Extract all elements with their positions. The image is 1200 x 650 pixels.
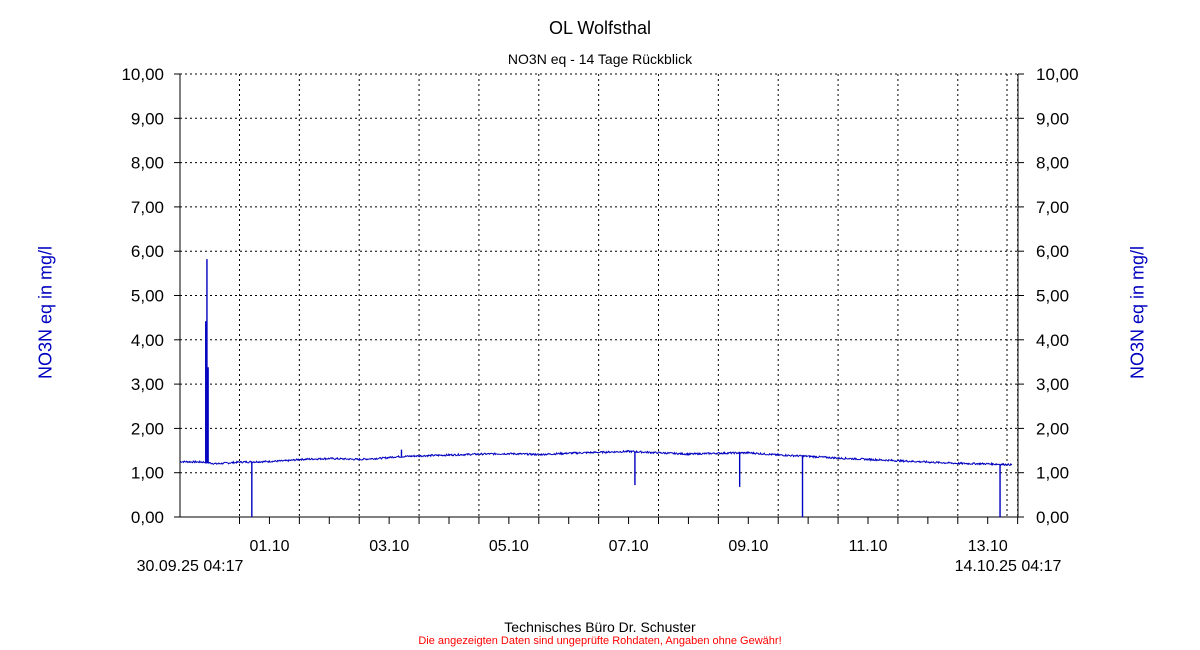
y-tick-label-right: 4,00 [1036, 331, 1069, 350]
x-tick-label: 11.10 [849, 538, 888, 555]
y-tick-label-left: 10,00 [121, 65, 164, 84]
y-tick-label-right: 2,00 [1036, 419, 1069, 438]
y-tick-label-left: 5,00 [131, 287, 164, 306]
x-start-label: 30.09.25 04:17 [137, 558, 244, 575]
footer-company: Technisches Büro Dr. Schuster [504, 619, 696, 635]
y-tick-label-left: 4,00 [131, 331, 164, 350]
y-tick-label-left: 2,00 [131, 419, 164, 438]
x-tick-label: 09.10 [728, 538, 768, 555]
footer-disclaimer: Die angezeigten Daten sind ungeprüfte Ro… [418, 635, 782, 647]
y-tick-label-left: 9,00 [131, 109, 164, 128]
x-end-label: 14.10.25 04:17 [955, 558, 1062, 575]
y-tick-label-right: 7,00 [1036, 198, 1069, 217]
x-tick-label: 03.10 [369, 538, 409, 555]
y-tick-label-right: 1,00 [1036, 464, 1069, 483]
y-tick-label-right: 9,00 [1036, 109, 1069, 128]
y-tick-label-left: 7,00 [131, 198, 164, 217]
y-tick-label-right: 0,00 [1036, 508, 1069, 527]
chart-title: OL Wolfsthal [548, 18, 652, 38]
y-tick-label-left: 0,00 [131, 508, 164, 527]
chart-subtitle: NO3N eq - 14 Tage Rückblick [507, 51, 693, 67]
y-tick-label-left: 1,00 [131, 464, 164, 483]
y-tick-label-left: 6,00 [131, 242, 164, 261]
y-tick-label-right: 6,00 [1036, 242, 1069, 261]
y-tick-label-right: 8,00 [1036, 154, 1069, 173]
y-tick-label-right: 3,00 [1036, 375, 1069, 394]
x-tick-label: 01.10 [249, 538, 289, 555]
y-tick-label-right: 10,00 [1036, 65, 1079, 84]
y-tick-label-left: 8,00 [131, 154, 164, 173]
x-tick-label: 05.10 [489, 538, 529, 555]
x-tick-label: 13.10 [968, 538, 1008, 555]
y-tick-label-left: 3,00 [131, 375, 164, 394]
x-tick-label: 07.10 [609, 538, 649, 555]
series-line [179, 449, 1013, 467]
y-tick-label-right: 5,00 [1036, 287, 1069, 306]
